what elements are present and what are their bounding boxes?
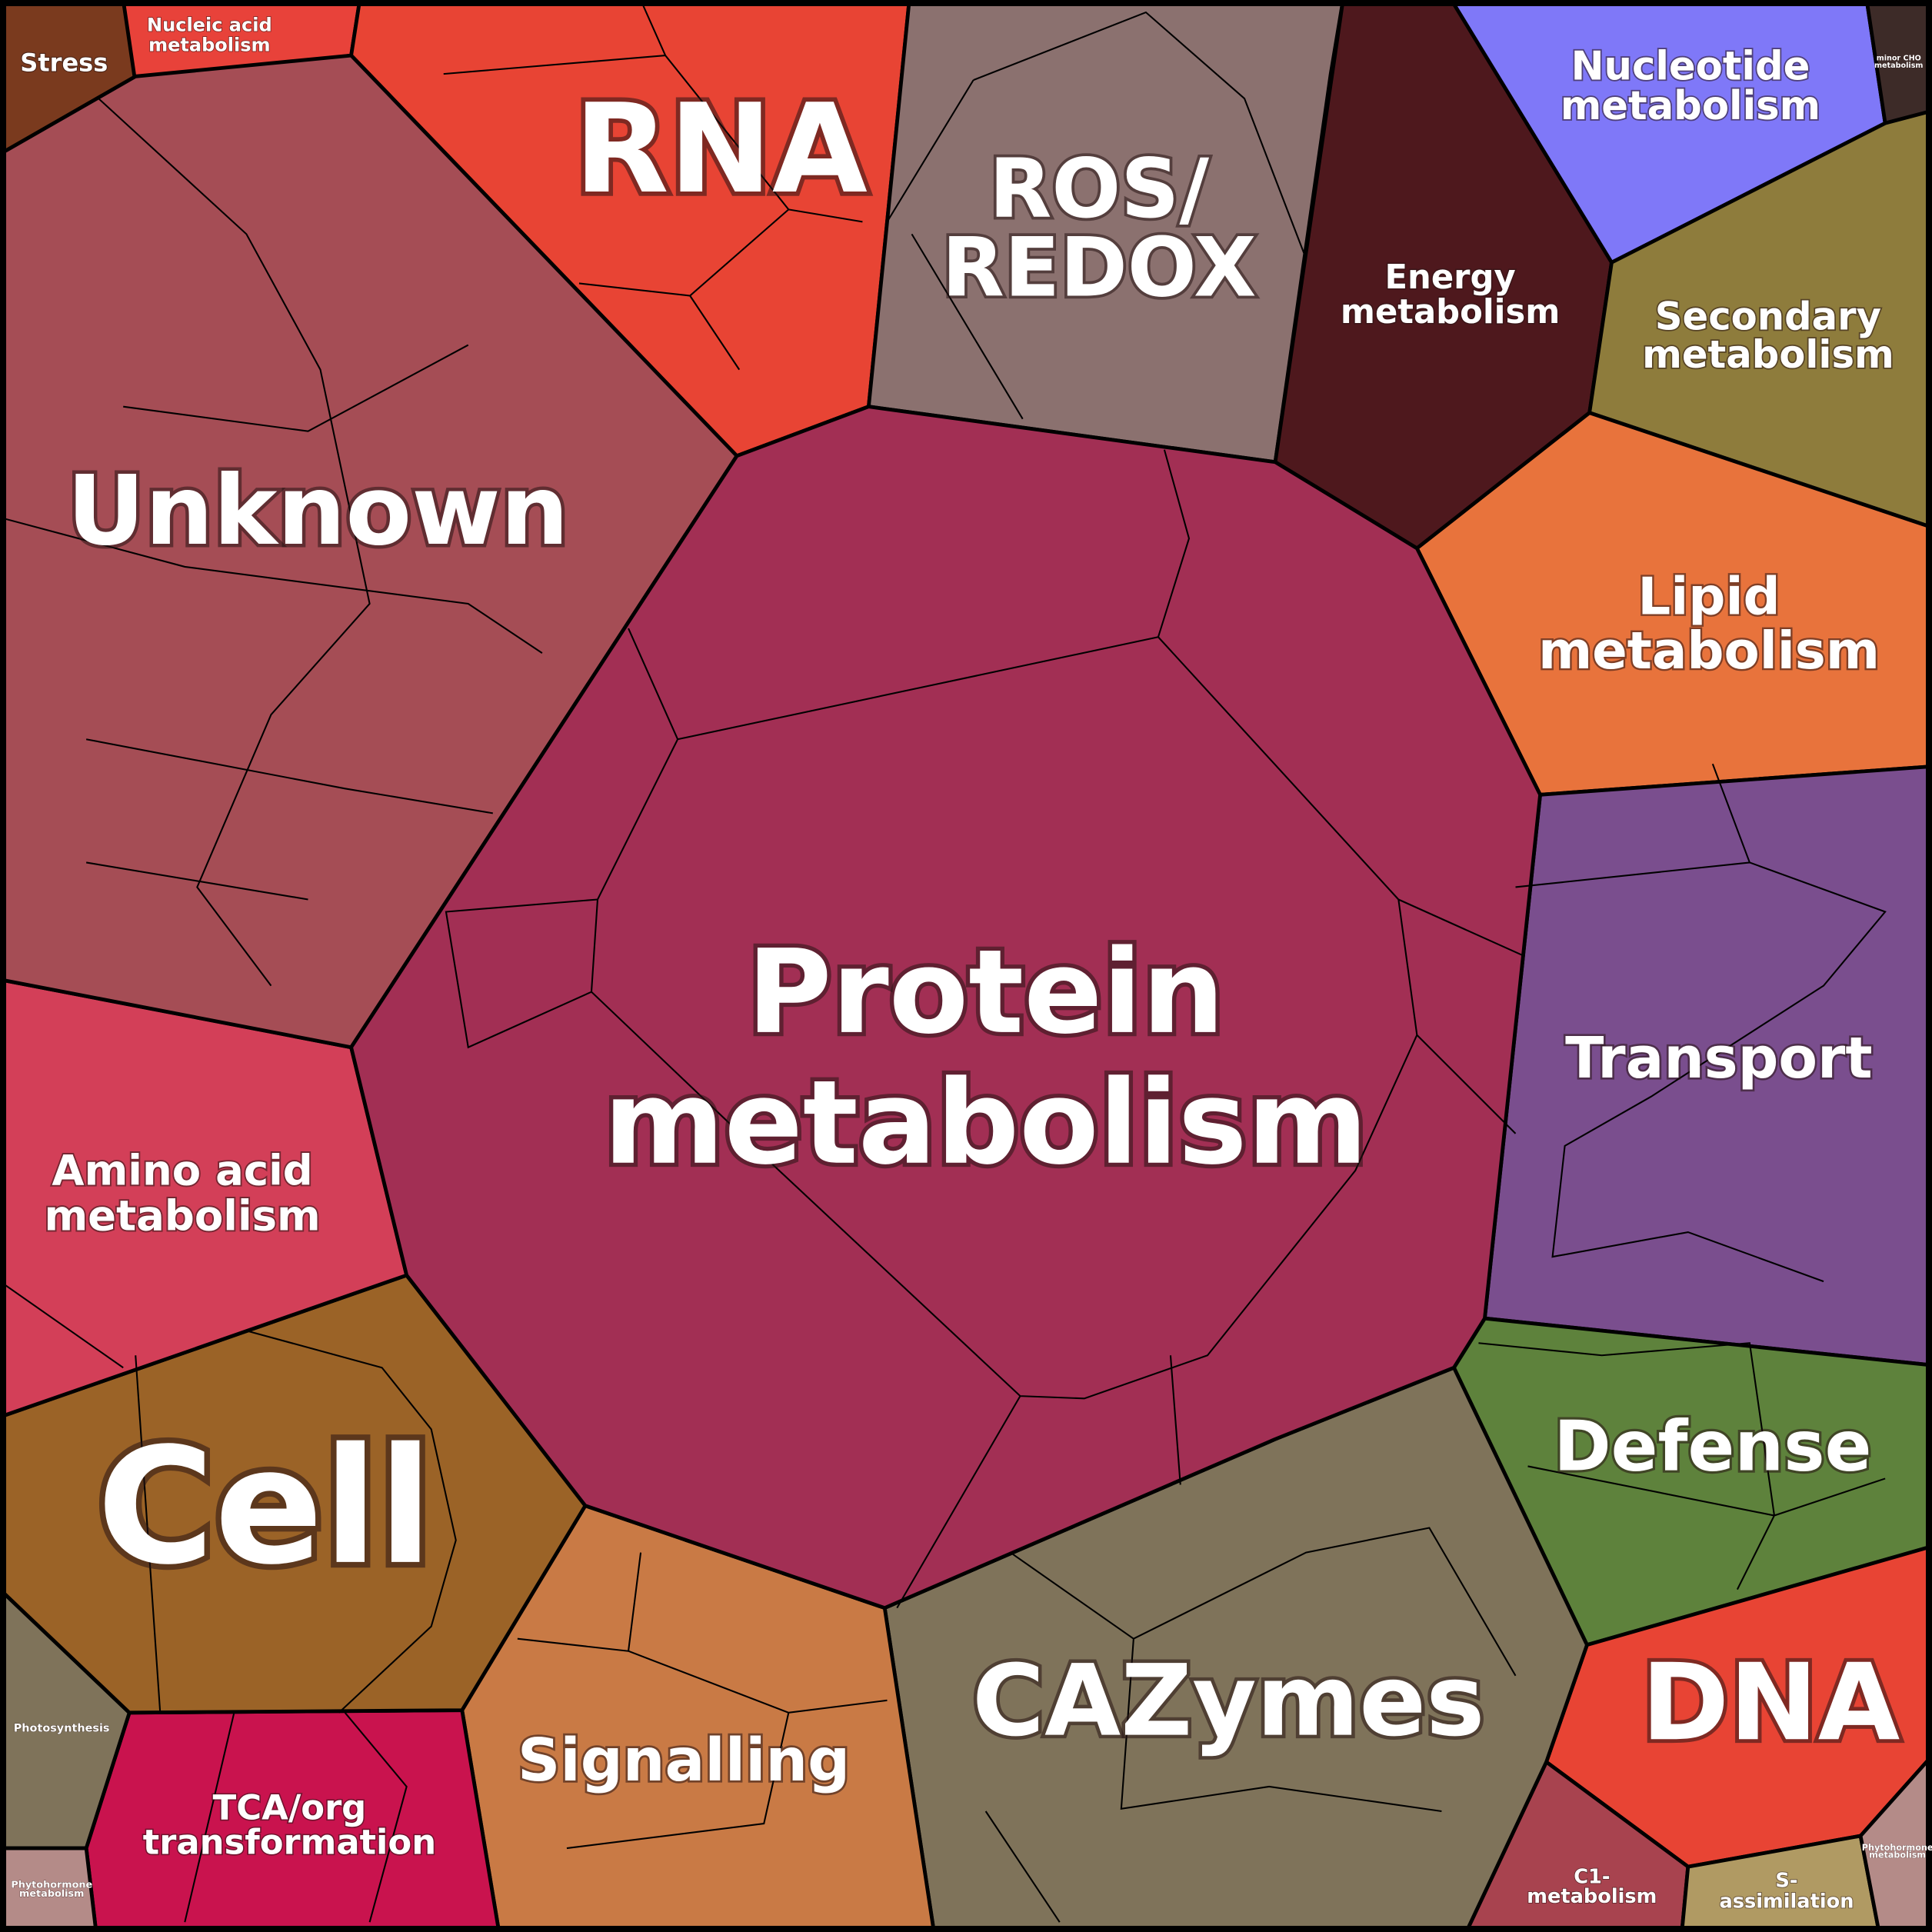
sub-cells	[0, 0, 1885, 1922]
region-label: metabolism	[1869, 1850, 1926, 1860]
region-label: Protein	[747, 924, 1224, 1060]
region-label: Phytohormone	[1862, 1843, 1932, 1853]
cell-region	[1858, 1754, 1932, 1932]
region-label: transformation	[143, 1821, 436, 1862]
region-label: Energy	[1385, 258, 1516, 297]
region-label: Unknown	[67, 455, 569, 567]
region-label: Phytohormone	[11, 1880, 92, 1891]
region-label: metabolism	[1874, 62, 1923, 70]
region-label: Defense	[1554, 1407, 1871, 1487]
region-label: assimilation	[1719, 1890, 1854, 1914]
region-label: Amino acid	[52, 1145, 312, 1194]
region-label: Transport	[1565, 1026, 1873, 1091]
region-label: metabolism	[1341, 293, 1560, 331]
region-label: CAZymes	[972, 1644, 1484, 1759]
region-label: C1-	[1574, 1866, 1610, 1889]
region-label: metabolism	[19, 1888, 84, 1900]
region-label: Stress	[20, 48, 108, 77]
cell-region	[0, 1846, 98, 1932]
region-label: Nucleic acid	[147, 15, 272, 36]
region-label: Nucleotide	[1571, 44, 1810, 90]
cell-region	[349, 405, 1542, 1611]
region-label: ROS/	[989, 142, 1209, 236]
cell-region	[1864, 0, 1932, 125]
region-label: S-	[1775, 1869, 1797, 1892]
region-label: REDOX	[942, 220, 1257, 315]
region-label: Lipid	[1637, 567, 1780, 627]
region-label: metabolism	[148, 34, 270, 55]
region-label: Signalling	[518, 1727, 850, 1795]
region-label: Photosynthesis	[14, 1723, 110, 1735]
region-label: Cell	[97, 1414, 433, 1601]
region-label: metabolism	[44, 1191, 320, 1241]
region-label: metabolism	[1561, 83, 1820, 129]
region-label: metabolism	[1538, 621, 1880, 681]
region-label: metabolism	[1527, 1885, 1657, 1908]
region-label: RNA	[574, 77, 867, 221]
region-label: Secondary	[1655, 294, 1881, 338]
cell-region	[1680, 1834, 1881, 1932]
region-label: metabolism	[1642, 332, 1894, 377]
region-label: minor CHO	[1877, 54, 1921, 62]
region-label: DNA	[1641, 1641, 1900, 1764]
region-label: metabolism	[604, 1055, 1368, 1191]
region-label: TCA/org	[213, 1787, 367, 1827]
